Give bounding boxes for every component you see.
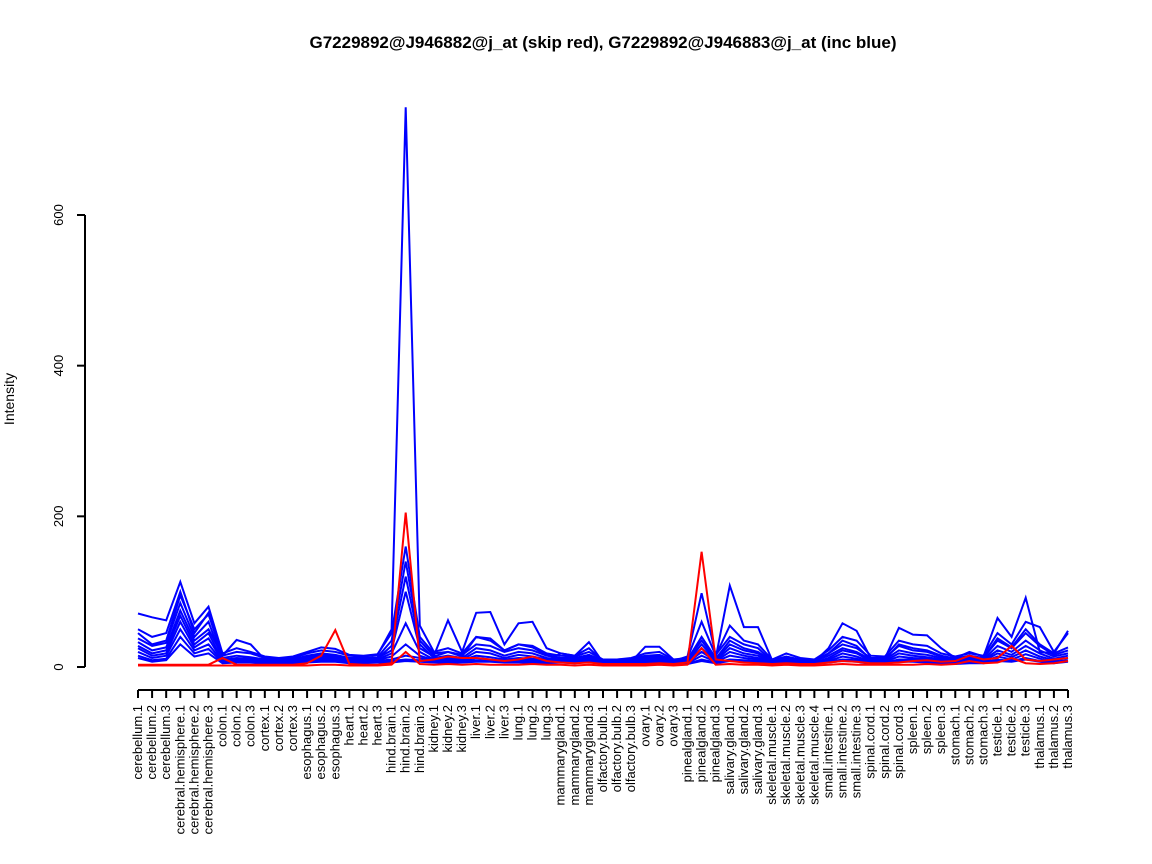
x-tick-label: colon.2 xyxy=(229,705,244,747)
x-tick-label: ovary.3 xyxy=(665,705,680,747)
chart-title: G7229892@J946882@j_at (skip red), G72298… xyxy=(309,33,897,52)
x-tick-label: ovary.2 xyxy=(651,705,666,747)
x-tick-label: skeletal.muscle.3 xyxy=(792,705,807,805)
x-tick-label: stomach.3 xyxy=(975,705,990,765)
x-tick-label: pinealgland.2 xyxy=(694,705,709,782)
x-tick-label: liver.1 xyxy=(468,705,483,739)
x-tick-label: liver.3 xyxy=(496,705,511,739)
x-tick-label: colon.3 xyxy=(243,705,258,747)
x-tick-label: salivary.gland.3 xyxy=(750,705,765,794)
y-tick-label: 200 xyxy=(51,505,66,527)
x-tick-label: skeletal.muscle.1 xyxy=(764,705,779,805)
x-tick-label: olfactory.bulb.2 xyxy=(609,705,624,792)
x-tick-label: thalamus.1 xyxy=(1032,705,1047,769)
x-tick-label: testicle.2 xyxy=(1004,705,1019,756)
y-tick-label: 400 xyxy=(51,355,66,377)
x-tick-label: pinealgland.3 xyxy=(708,705,723,782)
x-tick-label: pinealgland.1 xyxy=(680,705,695,782)
x-tick-label: cortex.1 xyxy=(257,705,272,751)
x-tick-label: salivary.gland.2 xyxy=(736,705,751,794)
x-tick-label: hind.brain.1 xyxy=(384,705,399,773)
x-tick-label: small.intestine.1 xyxy=(820,705,835,798)
x-tick-label: kidney.3 xyxy=(454,705,469,752)
x-tick-label: lung.3 xyxy=(539,705,554,740)
x-tick-label: spleen.2 xyxy=(919,705,934,754)
x-tick-label: stomach.2 xyxy=(961,705,976,765)
x-tick-label: cortex.2 xyxy=(271,705,286,751)
x-tick-label: ovary.1 xyxy=(637,705,652,747)
x-tick-label: testicle.3 xyxy=(1018,705,1033,756)
x-tick-label: heart.2 xyxy=(355,705,370,745)
x-tick-label: cerebellum.2 xyxy=(144,705,159,779)
x-tick-label: small.intestine.2 xyxy=(835,705,850,798)
x-tick-label: spinal.cord.3 xyxy=(891,705,906,779)
x-tick-label: cerebellum.1 xyxy=(130,705,145,779)
x-tick-label: salivary.gland.1 xyxy=(722,705,737,794)
x-tick-label: spinal.cord.2 xyxy=(877,705,892,779)
x-tick-label: liver.2 xyxy=(482,705,497,739)
series-line-J946883_inc_probe7 xyxy=(137,619,1069,664)
x-tick-label: colon.1 xyxy=(215,705,230,747)
x-tick-label: spinal.cord.1 xyxy=(863,705,878,779)
x-tick-label: esophagus.3 xyxy=(327,705,342,779)
x-tick-label: cortex.3 xyxy=(285,705,300,751)
x-tick-label: cerebral.hemisphere.3 xyxy=(200,705,215,834)
x-tick-label: heart.1 xyxy=(341,705,356,745)
x-tick-label: esophagus.1 xyxy=(299,705,314,779)
y-axis-title: Intensity xyxy=(1,373,17,425)
y-tick-label: 0 xyxy=(51,663,66,670)
x-tick-label: heart.3 xyxy=(370,705,385,745)
x-tick-label: mammarygland.2 xyxy=(567,705,582,805)
x-tick-label: thalamus.2 xyxy=(1046,705,1061,769)
x-tick-label: stomach.1 xyxy=(947,705,962,765)
x-tick-label: testicle.1 xyxy=(990,705,1005,756)
x-tick-label: lung.1 xyxy=(510,705,525,740)
x-tick-label: cerebral.hemisphere.1 xyxy=(172,705,187,834)
series-line-J946883_inc_probe4 xyxy=(137,576,1069,663)
x-tick-label: esophagus.2 xyxy=(313,705,328,779)
y-tick-label: 600 xyxy=(51,204,66,226)
x-tick-label: spleen.1 xyxy=(905,705,920,754)
x-tick-label: lung.2 xyxy=(525,705,540,740)
x-tick-label: olfactory.bulb.3 xyxy=(623,705,638,792)
x-tick-label: mammarygland.3 xyxy=(581,705,596,805)
x-tick-label: spleen.3 xyxy=(933,705,948,754)
series-line-J946883_inc_probe1 xyxy=(137,107,1069,661)
x-tick-label: hind.brain.3 xyxy=(412,705,427,773)
x-tick-label: cerebellum.3 xyxy=(158,705,173,779)
series-line-J946883_inc_probe5 xyxy=(137,591,1069,663)
x-tick-label: skeletal.muscle.4 xyxy=(806,705,821,805)
x-tick-label: skeletal.muscle.2 xyxy=(778,705,793,805)
series-line-J946883_inc_probe2 xyxy=(137,546,1069,662)
x-tick-label: kidney.1 xyxy=(426,705,441,752)
x-tick-label: hind.brain.2 xyxy=(398,705,413,773)
x-tick-label: kidney.2 xyxy=(440,705,455,752)
series-line-J946882_skip_probe1 xyxy=(138,512,1069,666)
x-tick-label: olfactory.bulb.1 xyxy=(595,705,610,792)
x-tick-label: small.intestine.3 xyxy=(849,705,864,798)
x-tick-label: mammarygland.1 xyxy=(553,705,568,805)
x-tick-label: cerebral.hemisphere.2 xyxy=(186,705,201,834)
x-tick-label: thalamus.3 xyxy=(1060,705,1075,769)
